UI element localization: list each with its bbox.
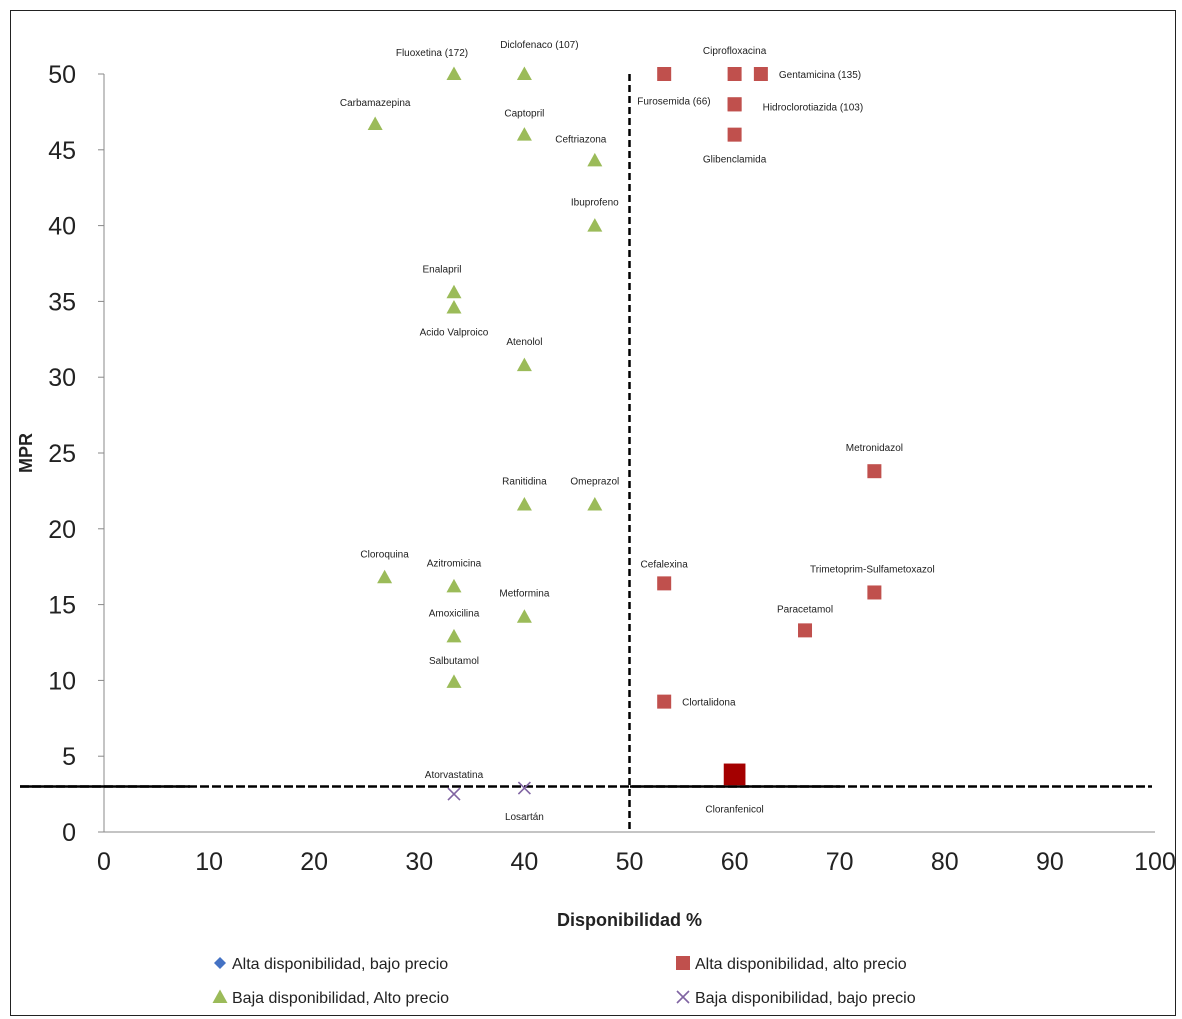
x-tick-label: 40	[510, 848, 538, 876]
s2-point-3	[516, 127, 532, 141]
s2-point-4	[587, 152, 603, 167]
y-tick-label: 10	[48, 667, 76, 695]
s2-point-7	[446, 299, 462, 314]
point-label: Metronidazol	[846, 443, 903, 454]
point-label: Paracetamol	[777, 604, 833, 615]
legend-marker-1	[676, 956, 690, 970]
legend-label: Alta disponibilidad, alto precio	[695, 956, 907, 973]
point-label: Cloranfenicol	[705, 804, 763, 815]
point-label: Diclofenaco (107)	[500, 40, 578, 51]
s3-point-0	[447, 787, 461, 801]
point-label: Ceftriazona	[555, 134, 607, 145]
s2-point-14	[446, 628, 462, 643]
point-label: Ibuprofeno	[571, 198, 619, 209]
y-axis-title: MPR	[16, 433, 36, 473]
point-label: Salbutamol	[429, 656, 479, 667]
y-tick-label: 0	[62, 819, 76, 847]
point-label: Clortalidona	[682, 698, 736, 709]
point-labels: Ciprofloxacina Gentamicina (135) Furosemid…	[340, 40, 935, 823]
s1-point-0	[727, 67, 742, 81]
legend-marker-0	[214, 957, 226, 969]
s2-point-10	[587, 497, 603, 511]
point-label: Enalapril	[423, 264, 462, 275]
s2-point-2	[367, 116, 383, 131]
legend-label: Alta disponibilidad, bajo precio	[232, 956, 448, 973]
legend: Alta disponibilidad, bajo precio Alta dis…	[212, 956, 916, 1007]
point-label: Acido Valproico	[420, 327, 489, 338]
s1-point-2	[753, 67, 768, 81]
point-label: Trimetoprim-Sulfametoxazol	[810, 564, 935, 575]
s1-point-4	[727, 97, 742, 112]
x-tick-label: 0	[97, 848, 111, 876]
s1-point-7	[657, 576, 672, 591]
x-tick-label: 20	[300, 848, 328, 876]
point-label: Captopril	[504, 109, 544, 120]
s2-point-0	[446, 66, 462, 80]
point-label: Metformina	[499, 589, 549, 600]
point-label: Hidroclorotiazida (103)	[763, 102, 864, 113]
s2-point-1	[516, 66, 532, 80]
s2-point-6	[446, 284, 462, 299]
y-tick-label: 40	[48, 213, 76, 241]
point-label: Losartán	[505, 812, 544, 823]
x-tick-label: 60	[721, 848, 749, 876]
point-label: Carbamazepina	[340, 98, 411, 109]
x-axis-title: Disponibilidad %	[557, 910, 702, 930]
point-label: Atorvastatina	[425, 770, 484, 781]
s1-point-6	[867, 464, 882, 479]
chart-frame	[10, 10, 1176, 1016]
y-tick-label: 20	[48, 516, 76, 544]
s2-point-12	[446, 578, 462, 593]
s1-point-5	[727, 127, 742, 142]
x-tick-label: 80	[931, 848, 959, 876]
reference-lines	[20, 74, 1152, 832]
s1-point-11	[723, 763, 746, 786]
s2-point-15	[446, 674, 462, 688]
y-tick-label: 5	[62, 743, 76, 771]
point-label: Fluoxetina (172)	[396, 48, 468, 59]
s1-point-8	[867, 585, 882, 600]
s1-point-1	[657, 67, 672, 81]
x-tick-label: 50	[616, 848, 644, 876]
s2-point-5	[587, 218, 603, 232]
x-tick-label: 70	[826, 848, 854, 876]
point-label: Atenolol	[506, 337, 542, 348]
y-tick-label: 45	[48, 137, 76, 165]
y-tick-label: 25	[48, 440, 76, 468]
data-points	[367, 66, 882, 801]
x-tick-label: 30	[405, 848, 433, 876]
s3-point-1	[517, 781, 531, 795]
s1-point-10	[657, 694, 672, 709]
x-tick-label: 90	[1036, 848, 1064, 876]
s1-point-9	[798, 623, 813, 638]
legend-marker-2	[212, 989, 228, 1003]
point-label: Gentamicina (135)	[779, 70, 861, 81]
point-label: Cloroquina	[360, 549, 409, 560]
point-label: Furosemida (66)	[637, 96, 710, 107]
legend-label: Baja disponibilidad, bajo precio	[695, 990, 916, 1007]
point-label: Ranitidina	[502, 477, 547, 488]
s2-point-11	[377, 569, 393, 584]
y-tick-label: 15	[48, 592, 76, 620]
y-tick-label: 30	[48, 364, 76, 392]
point-label: Amoxicilina	[429, 608, 480, 619]
s2-point-13	[516, 609, 532, 623]
point-label: Ciprofloxacina	[703, 46, 767, 57]
point-label: Omeprazol	[570, 477, 619, 488]
s2-point-9	[516, 497, 532, 511]
y-tick-label: 50	[48, 61, 76, 89]
legend-marker-3	[676, 990, 690, 1004]
s2-point-8	[516, 357, 532, 372]
x-tick-label: 100	[1134, 848, 1176, 876]
legend-label: Baja disponibilidad, Alto precio	[232, 990, 449, 1007]
point-label: Azitromicina	[427, 558, 482, 569]
point-label: Cefalexina	[641, 559, 689, 570]
x-tick-label: 10	[195, 848, 223, 876]
y-tick-label: 35	[48, 288, 76, 316]
axes: 0 5 10 15 20 25 30 35 40 45 50 0 10 20 30 40 50 60 70 80 90 1…	[16, 61, 1176, 930]
point-label: Glibenclamida	[703, 155, 767, 166]
